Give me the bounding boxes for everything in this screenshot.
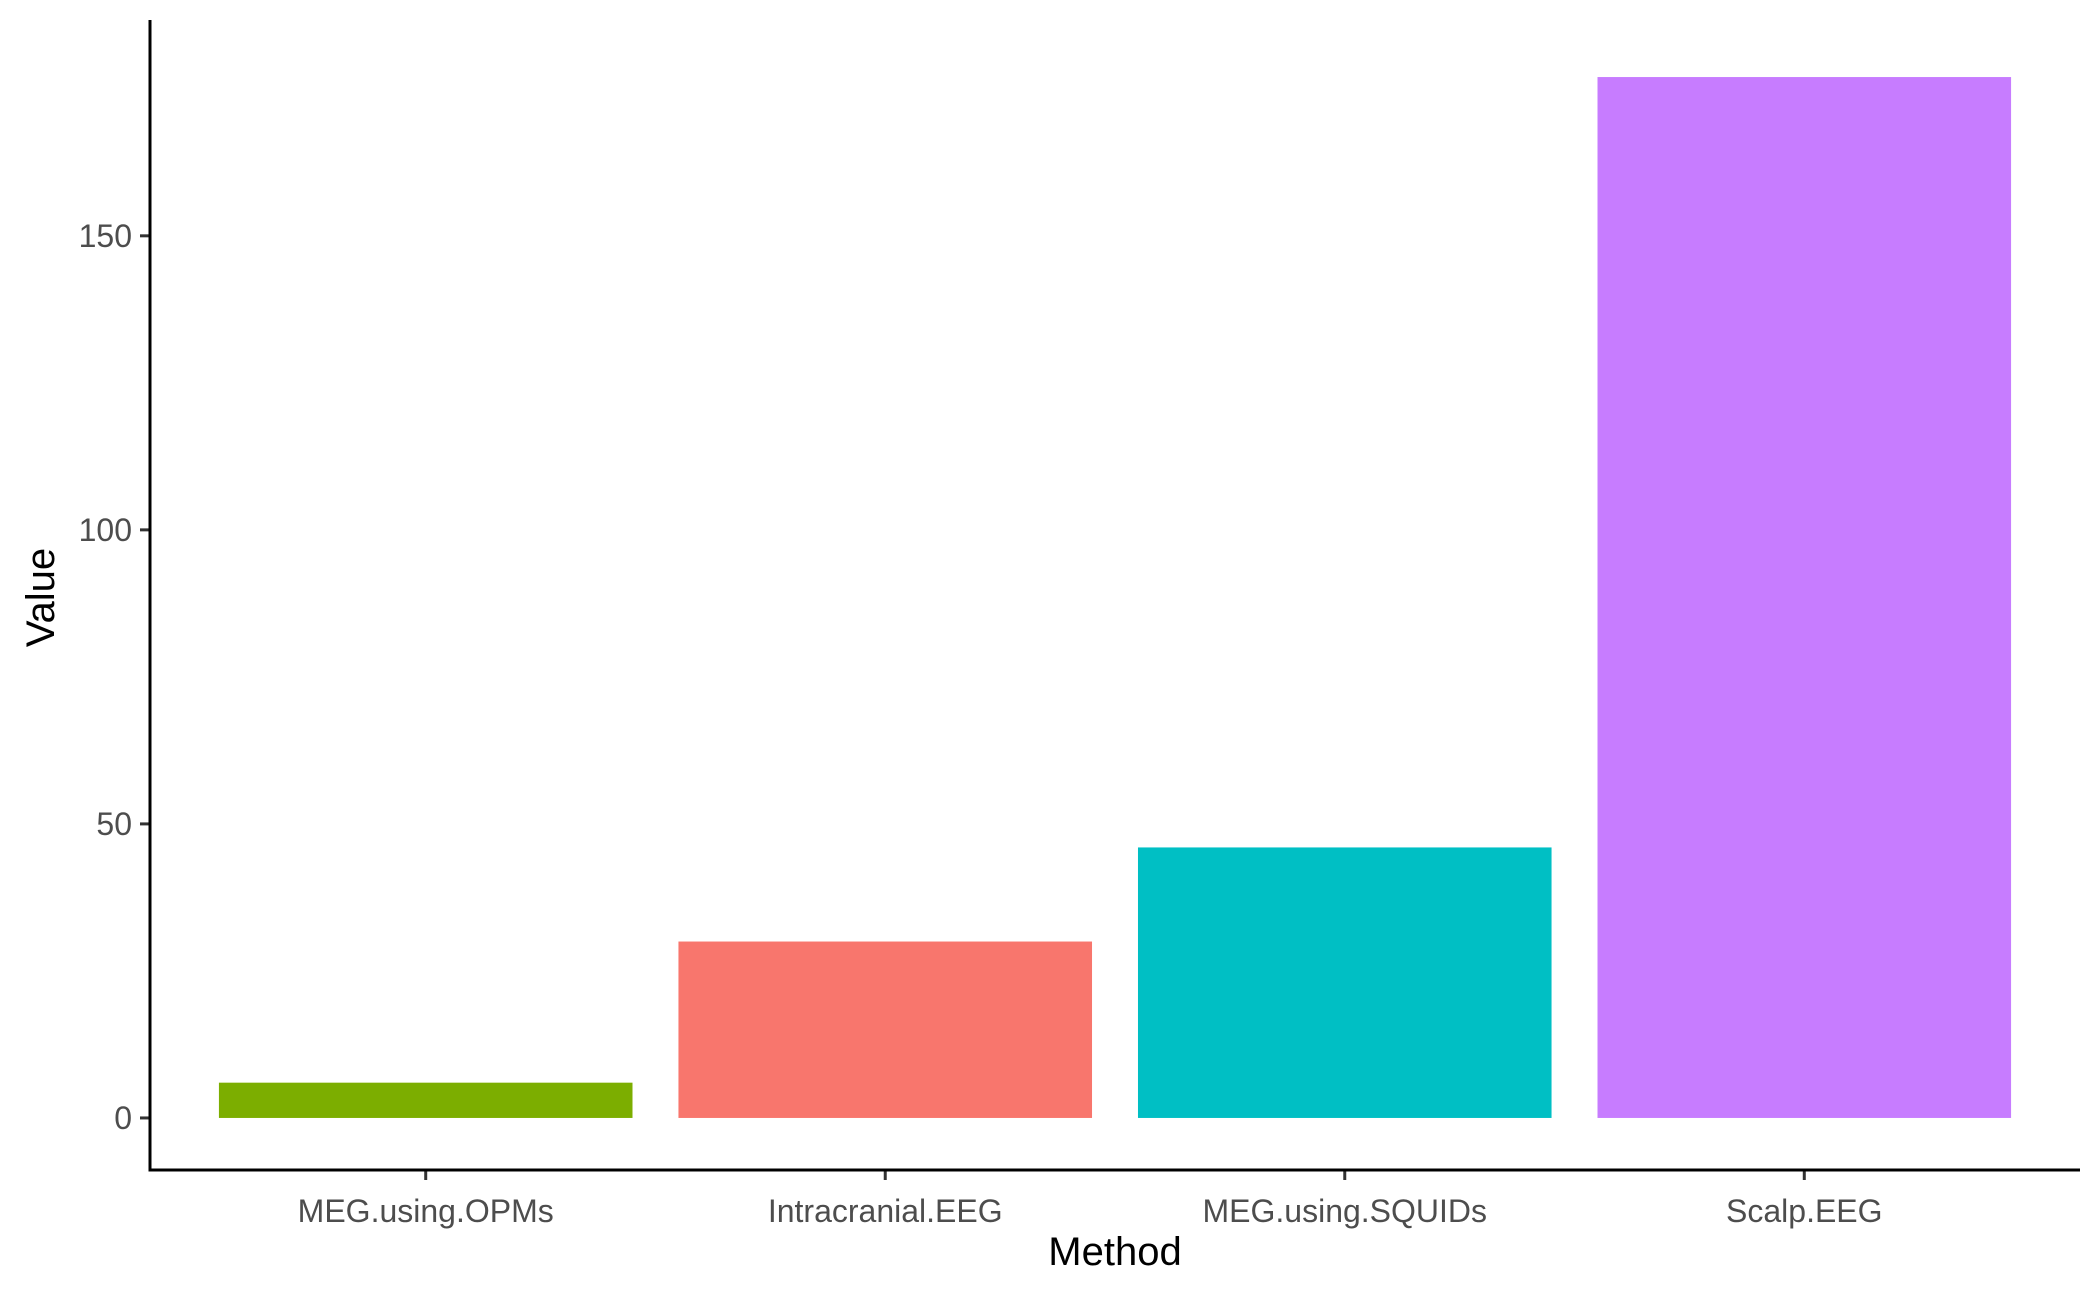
bar-meg-using-squids xyxy=(1137,847,1552,1118)
y-axis-title: Value xyxy=(19,548,63,647)
y-tick-label: 50 xyxy=(96,806,132,842)
y-tick-label: 150 xyxy=(79,218,132,254)
x-tick-label: MEG.using.OPMs xyxy=(298,1193,554,1229)
bar-intracranial-eeg xyxy=(678,941,1093,1118)
x-tick-label: Scalp.EEG xyxy=(1726,1193,1883,1229)
x-axis-title: Method xyxy=(1048,1230,1181,1274)
y-axis-ticks: 0 50 100 150 xyxy=(79,218,150,1136)
y-tick-label: 100 xyxy=(79,512,132,548)
x-tick-label: MEG.using.SQUIDs xyxy=(1203,1193,1488,1229)
bar-meg-using-opms xyxy=(218,1082,633,1118)
x-axis-ticks: MEG.using.OPMs Intracranial.EEG MEG.using.… xyxy=(298,1170,1883,1229)
bars-layer xyxy=(218,77,2012,1118)
x-tick-label: Intracranial.EEG xyxy=(768,1193,1003,1229)
bar-scalp-eeg xyxy=(1597,77,2012,1118)
y-tick-label: 0 xyxy=(114,1100,132,1136)
